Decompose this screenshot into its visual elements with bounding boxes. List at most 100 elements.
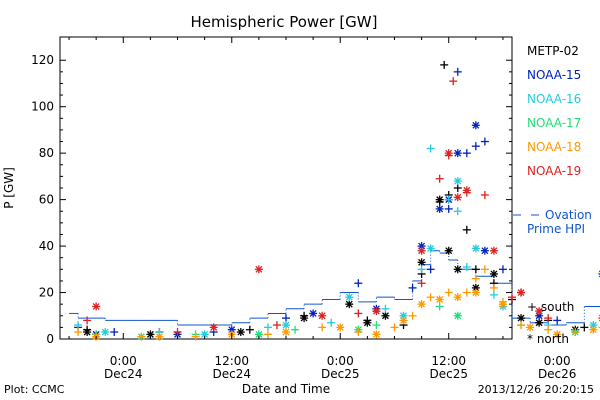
south-point [440, 60, 449, 69]
x-tick-time: 0:00 [544, 354, 571, 368]
legend: METP-02 NOAA-15 NOAA-16 NOAA-17 NOAA-18 NOAA-… [513, 44, 592, 346]
south-point [390, 323, 399, 332]
x-tick-time: 0:00 [110, 354, 137, 368]
north-point [471, 288, 480, 297]
north-point [453, 149, 462, 158]
south-point [173, 328, 182, 337]
south-point [318, 323, 327, 332]
south-point [354, 309, 363, 318]
x-tick-time: 0:00 [327, 354, 354, 368]
north-point [372, 330, 381, 339]
south-point [327, 318, 336, 327]
south-point [453, 207, 462, 216]
north-point [462, 186, 471, 195]
north-point [236, 328, 245, 337]
south-point [426, 265, 435, 274]
north-point [444, 246, 453, 255]
south-point [489, 290, 498, 299]
south-point [462, 225, 471, 234]
south-point [245, 325, 254, 334]
south-point [354, 328, 363, 337]
north-point [498, 300, 507, 309]
plot-frame [59, 36, 513, 340]
north-marker-legend: * north [527, 332, 569, 346]
south-point [417, 279, 426, 288]
south-point [444, 288, 453, 297]
north-point [381, 311, 390, 320]
south-point [74, 328, 83, 337]
north-point [471, 121, 480, 130]
legend-entry: NOAA-17 [527, 116, 581, 130]
ovation-legend-label: Ovation [545, 208, 592, 222]
north-point [453, 265, 462, 274]
north-point [101, 328, 110, 337]
south-point [354, 279, 363, 288]
south-point [480, 190, 489, 199]
south-point [508, 293, 516, 302]
south-point [191, 332, 200, 341]
north-point [535, 318, 544, 327]
south-point [480, 265, 489, 274]
north-point [526, 323, 535, 332]
x-axis-label: Date and Time [242, 382, 330, 396]
x-tick-date: Dec25 [321, 367, 360, 381]
x-tick-time: 12:00 [214, 354, 249, 368]
south-point [263, 330, 272, 339]
legend-entry: NOAA-15 [527, 68, 581, 82]
north-point [453, 311, 462, 320]
north-point [453, 177, 462, 186]
south-point [444, 204, 453, 213]
north-point [535, 307, 544, 316]
footer-source: Plot: CCMC [4, 383, 65, 396]
north-point [83, 328, 92, 337]
north-point [453, 293, 462, 302]
north-point [453, 193, 462, 202]
south-point [291, 325, 300, 334]
south-point [471, 142, 480, 151]
north-point [282, 321, 290, 330]
north-point [435, 204, 444, 213]
south-point [449, 77, 458, 86]
south-marker-legend: + south [527, 300, 574, 314]
south-point [372, 321, 381, 330]
north-point [417, 300, 426, 309]
north-point [309, 309, 318, 318]
north-point [92, 302, 101, 311]
south-point [553, 316, 562, 325]
north-point [399, 316, 408, 325]
y-tick-label: 80 [39, 146, 54, 160]
legend-entry: METP-02 [527, 44, 579, 58]
south-point [263, 323, 272, 332]
x-tick-date: Dec24 [213, 367, 252, 381]
north-point [146, 330, 155, 339]
ovation-legend-label: Prime HPI [527, 222, 585, 236]
south-point [580, 323, 589, 332]
north-point [553, 330, 562, 339]
x-tick-date: Dec24 [104, 367, 143, 381]
north-point [209, 323, 218, 332]
south-point [137, 332, 146, 341]
north-point [282, 328, 290, 337]
south-point [408, 283, 417, 292]
south-point [426, 144, 435, 153]
south-point [489, 283, 498, 292]
north-point [300, 314, 309, 323]
south-point [471, 274, 480, 283]
north-point [345, 293, 354, 302]
legend-entry: NOAA-16 [527, 92, 581, 106]
y-tick-label: 60 [39, 193, 54, 207]
south-point [462, 262, 471, 271]
north-point [517, 288, 526, 297]
chart-title: Hemispheric Power [GW] [191, 13, 378, 31]
north-point [471, 244, 480, 253]
north-point [435, 295, 444, 304]
north-point [254, 265, 263, 274]
north-point [345, 300, 354, 309]
north-point [489, 269, 498, 278]
north-point [435, 195, 444, 204]
south-point [517, 321, 526, 330]
north-point [489, 246, 498, 255]
south-point [83, 316, 92, 325]
north-point [417, 246, 426, 255]
